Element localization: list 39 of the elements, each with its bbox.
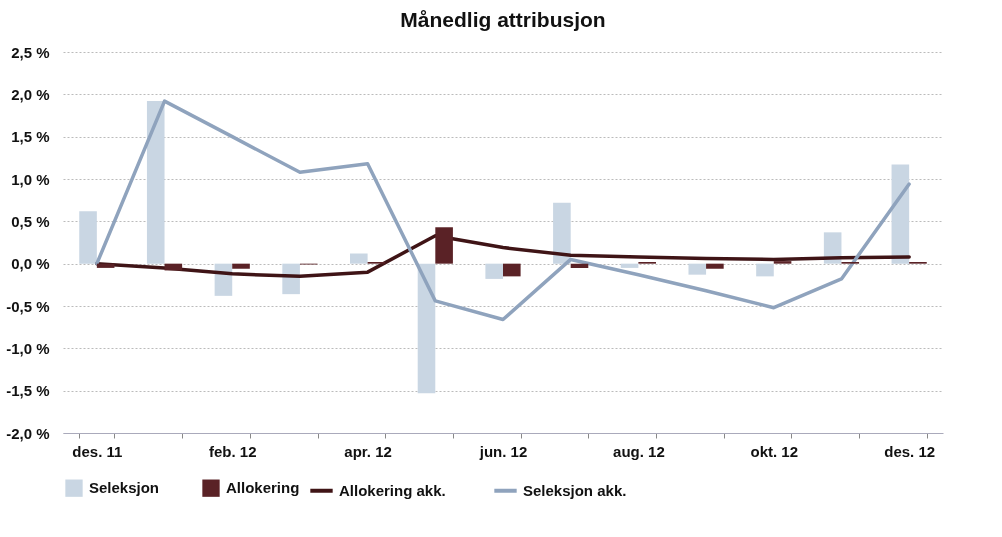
legend-label: Seleksjon akk.: [523, 481, 627, 499]
y-tick-label: 1,5 %: [11, 128, 50, 146]
y-tick-label: -2,0 %: [6, 424, 50, 442]
legend-label: Seleksjon: [89, 479, 160, 497]
bar: [485, 263, 503, 279]
x-tick-label: aug. 12: [613, 442, 665, 460]
bar: [79, 211, 97, 264]
x-tick-label: des. 12: [884, 442, 936, 460]
y-tick-label: 1,0 %: [11, 170, 50, 188]
bar: [688, 263, 707, 275]
y-tick-label: -1,0 %: [6, 339, 50, 357]
bar: [96, 263, 115, 268]
x-tick-label: des. 11: [72, 442, 123, 460]
bar: [570, 263, 589, 268]
bar: [706, 263, 724, 269]
y-tick-label: -0,5 %: [6, 297, 50, 315]
bar: [350, 253, 368, 264]
legend-label: Allokering: [226, 479, 300, 497]
x-tick-label: feb. 12: [208, 442, 257, 460]
y-tick-label: 0,5 %: [11, 212, 50, 230]
bar: [620, 263, 639, 268]
bar: [553, 202, 571, 264]
bar: [417, 263, 436, 394]
x-tick-label: apr. 12: [344, 442, 392, 460]
bar: [503, 263, 521, 277]
line-series: [95, 99, 911, 322]
bar: [146, 101, 165, 264]
bar: [232, 263, 250, 269]
bar: [756, 263, 774, 277]
y-tick-label: 0,0 %: [11, 255, 50, 273]
x-tick-label: jun. 12: [478, 442, 528, 460]
x-tick-label: okt. 12: [750, 442, 799, 460]
legend-label: Allokering akk.: [339, 481, 446, 499]
y-tick-label: 2,5 %: [11, 43, 50, 61]
chart-title: Månedlig attribusjon: [400, 8, 606, 31]
y-tick-label: -1,5 %: [6, 382, 50, 400]
y-tick-label: 2,0 %: [11, 85, 50, 103]
bar: [435, 227, 453, 264]
bar: [773, 261, 792, 264]
